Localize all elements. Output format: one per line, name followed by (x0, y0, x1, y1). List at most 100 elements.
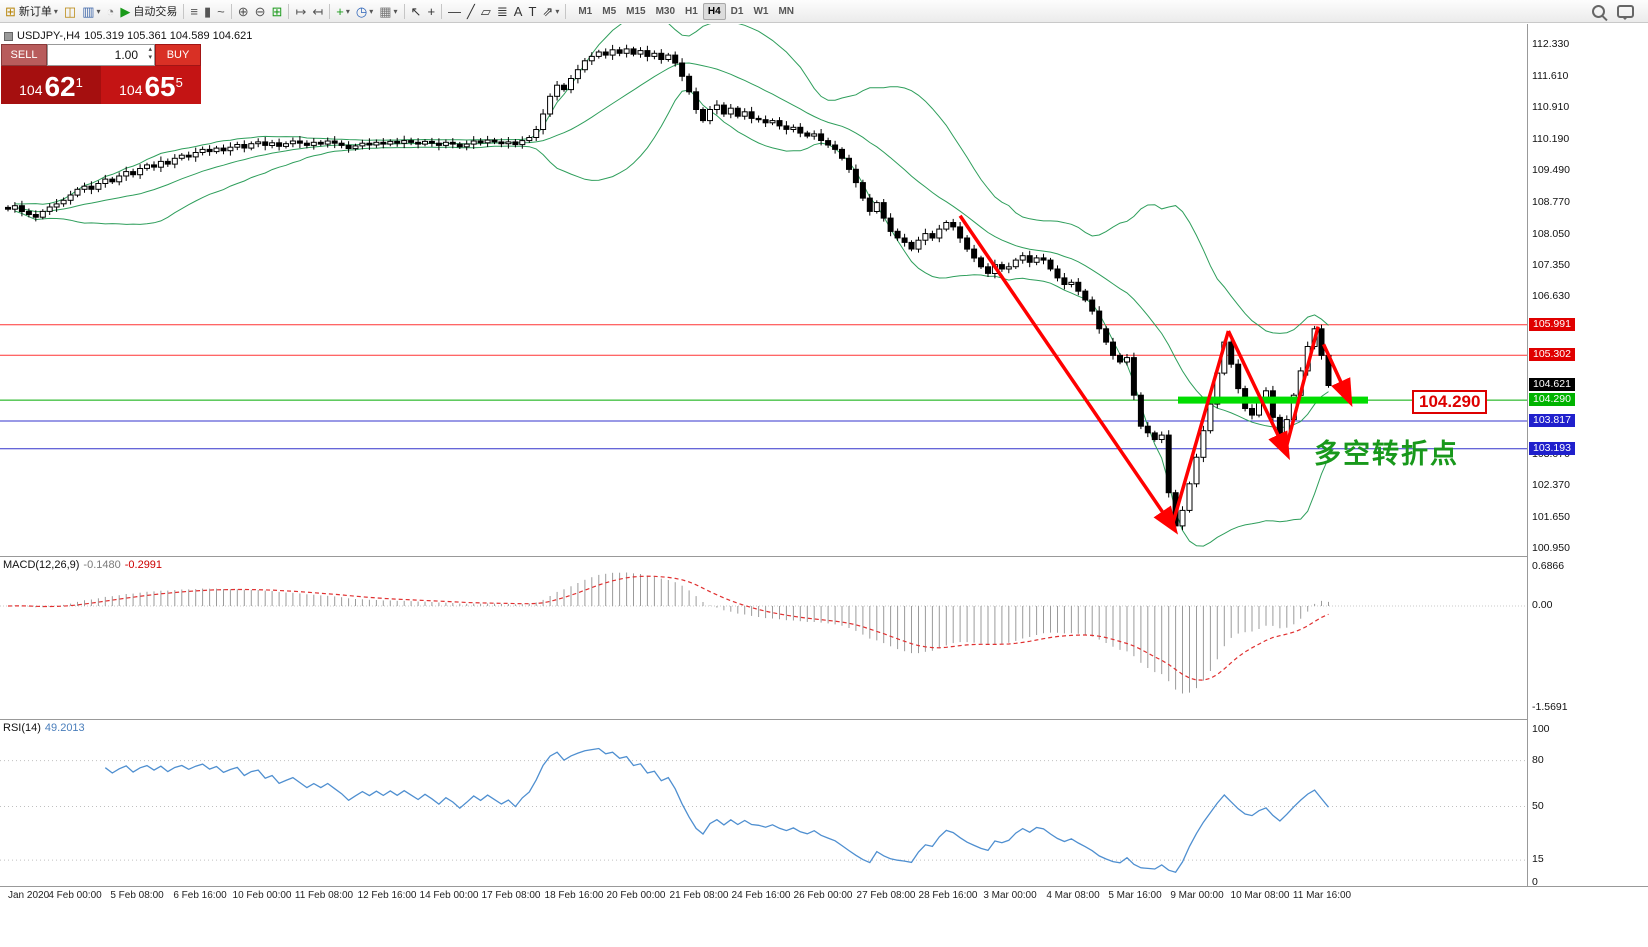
timeframe-mn-button[interactable]: MN (778, 5, 794, 17)
crosshair-button[interactable]: + (424, 1, 438, 21)
chat-icon[interactable] (1617, 4, 1634, 20)
chart-windows-button[interactable]: ◫ (61, 1, 79, 21)
time-axis-label: 6 Feb 16:00 (173, 890, 227, 901)
sell-price-point: 1 (75, 75, 83, 90)
templates-icon: ▦ (379, 3, 392, 19)
price-axis-label: 112.330 (1532, 38, 1570, 50)
timeframe-m1-button[interactable]: M1 (578, 5, 593, 17)
timeframe-h1-button[interactable]: H1 (685, 5, 698, 17)
time-axis-label: 11 Mar 16:00 (1292, 890, 1352, 901)
sell-button[interactable]: SELL (1, 44, 47, 66)
time-axis-label: 12 Feb 16:00 (357, 890, 417, 901)
periods-icon: ◷ (355, 3, 368, 19)
turning-point-annotation: 多空转折点 (1314, 439, 1459, 469)
price-axis-label: 101.650 (1532, 511, 1570, 523)
periods-button[interactable]: ◷ ▾ (353, 1, 376, 21)
time-axis-label: 28 Feb 16:00 (918, 890, 978, 901)
periods-dropdown-icon[interactable]: ▾ (369, 6, 374, 16)
macd-axis-label: 0.6866 (1532, 560, 1565, 572)
chart-bars-button[interactable]: ≡ (187, 1, 201, 21)
timeframe-m5-button[interactable]: M5 (602, 5, 617, 17)
lot-size-input[interactable]: 1.00 ▴ ▾ (47, 44, 155, 66)
macd-panel[interactable]: MACD(12,26,9) -0.1480 -0.2991 (0, 556, 1527, 720)
price-axis[interactable]: 112.330 111.610 110.910 110.190 109.490 108.7… (1528, 24, 1648, 888)
sell-price[interactable]: 104 62 1 (1, 66, 101, 104)
price-axis-label: 109.490 (1532, 164, 1570, 176)
zoom-out-button[interactable]: ⊖ (252, 1, 269, 21)
new-order-dropdown-icon[interactable]: ▾ (53, 6, 58, 16)
buy-button[interactable]: BUY (155, 44, 201, 66)
rsi-panel[interactable]: RSI(14) 49.2013 (0, 719, 1527, 887)
time-axis-label: 4 Mar 08:00 (1046, 890, 1100, 901)
profiles-dropdown-icon[interactable]: ▾ (96, 6, 101, 16)
price-callout: 104.290 (1412, 390, 1488, 414)
text-button[interactable]: A (511, 1, 526, 21)
timeframe-m30-button[interactable]: M30 (655, 5, 676, 17)
price-axis-label: 106.630 (1532, 290, 1570, 302)
price-tag: 103.817 (1529, 414, 1575, 427)
toolbar-right (1592, 4, 1648, 20)
crosshair-icon: + (427, 3, 436, 19)
price-axis-label: 108.050 (1532, 228, 1570, 240)
chart-candles-button[interactable]: ▮ (201, 1, 214, 21)
axis-divider (1527, 24, 1528, 886)
profiles-button[interactable]: ▥ ▾ (79, 1, 103, 21)
buy-price[interactable]: 104 65 5 (101, 66, 201, 104)
lot-spin-down-icon[interactable]: ▾ (148, 54, 152, 61)
equidistant-channel-button[interactable]: ▱ (478, 1, 494, 21)
price-axis-label: 110.190 (1532, 133, 1570, 145)
buy-price-int: 104 (119, 82, 143, 98)
price-chart[interactable]: USDJPY-,H4 105.319 105.361 104.589 104.6… (0, 24, 1527, 556)
arrows-button[interactable]: ⇗ ▾ (539, 1, 562, 21)
time-axis-label: 10 Feb 00:00 (232, 890, 292, 901)
arrows-dropdown-icon[interactable]: ▾ (555, 6, 560, 16)
auto-scroll-button[interactable]: ↦ (292, 1, 309, 21)
rsi-canvas[interactable] (0, 720, 1527, 887)
time-axis[interactable]: Jan 2020 4 Feb 00:00 5 Feb 08:00 6 Feb 16:0… (0, 886, 1648, 907)
data-window-button[interactable]: ◔ (104, 1, 118, 21)
one-click-trading-panel: SELL 1.00 ▴ ▾ BUY 104 62 1 104 65 5 (1, 44, 201, 104)
rsi-axis-label: 15 (1532, 853, 1544, 865)
trendline-button[interactable]: ╱ (464, 1, 478, 21)
tile-windows-button[interactable]: ⊞ (269, 1, 286, 21)
timeframe-w1-button[interactable]: W1 (753, 5, 769, 17)
chart-line-button[interactable]: ~ (214, 1, 228, 21)
horizontal-line-button[interactable]: — (445, 1, 464, 21)
toolbar-separator (230, 3, 232, 19)
toolbar-separator (565, 3, 567, 19)
toolbar-separator (441, 3, 443, 19)
toolbar-separator (288, 3, 290, 19)
indicators-button[interactable]: + ▾ (333, 1, 353, 21)
chart-shift-icon: ↤ (312, 3, 324, 19)
fibonacci-button[interactable]: ≣ (494, 1, 511, 21)
timeframe-d1-button[interactable]: D1 (730, 5, 744, 17)
templates-button[interactable]: ▦ ▾ (376, 1, 400, 21)
new-order-button[interactable]: ⊞ 新订单 ▾ (2, 1, 61, 21)
timeframe-h4-button[interactable]: H4 (702, 2, 726, 20)
chart-symbol: USDJPY-,H4 (17, 30, 81, 42)
new-order-icon: ⊞ (5, 3, 16, 19)
candlestick-canvas[interactable] (0, 24, 1527, 556)
horizontal-line-icon: — (448, 3, 462, 19)
price-tag: 104.621 (1529, 378, 1575, 391)
macd-name: MACD(12,26,9) (3, 559, 80, 571)
chart-candles-icon: ▮ (203, 3, 212, 19)
timeframe-m15-button[interactable]: M15 (626, 5, 646, 17)
chart-header: USDJPY-,H4 105.319 105.361 104.589 104.6… (4, 30, 252, 42)
chart-bars-icon: ≡ (190, 3, 198, 19)
templates-dropdown-icon[interactable]: ▾ (393, 6, 398, 16)
zoom-in-button[interactable]: ⊕ (235, 1, 252, 21)
buy-price-pips: 65 (144, 71, 176, 102)
cursor-button[interactable]: ↖ (408, 1, 425, 21)
lot-spin-up-icon[interactable]: ▴ (148, 46, 152, 53)
text-label-button[interactable]: T (525, 1, 539, 21)
search-icon[interactable] (1592, 4, 1605, 18)
autotrading-button[interactable]: ▶ 自动交易 (117, 1, 180, 21)
time-axis-label: 20 Feb 00:00 (606, 890, 666, 901)
autotrading-icon: ▶ (120, 3, 131, 19)
indicators-dropdown-icon[interactable]: ▾ (345, 6, 350, 16)
lot-spinner[interactable]: ▴ ▾ (148, 46, 152, 62)
macd-value-main: -0.1480 (83, 559, 121, 571)
macd-canvas[interactable] (0, 557, 1527, 720)
chart-shift-button[interactable]: ↤ (309, 1, 326, 21)
